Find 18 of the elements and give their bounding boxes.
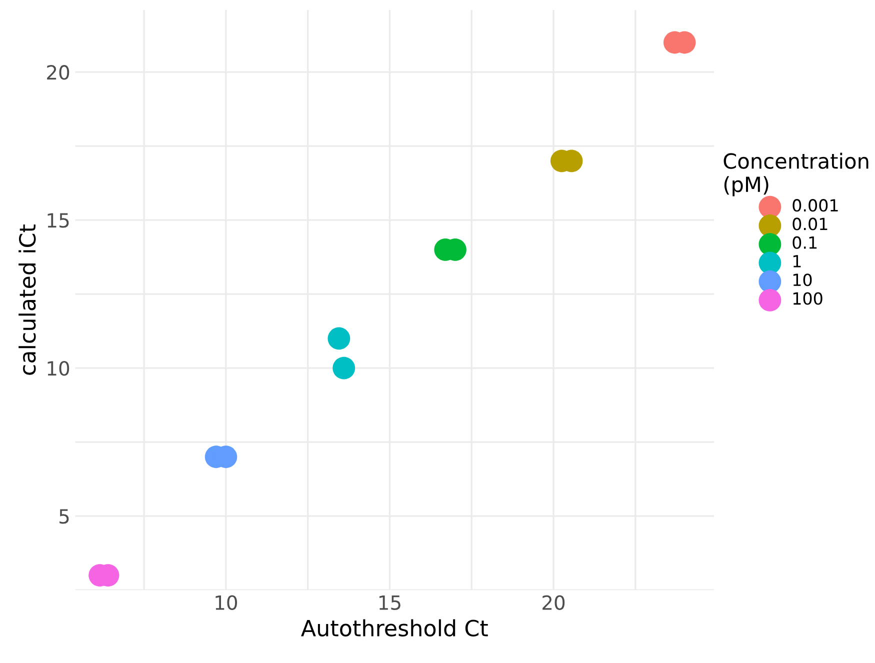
legend-label: 0.01: [792, 218, 828, 230]
point: [328, 327, 350, 350]
legend-label: 10: [793, 274, 812, 286]
legend-label: 0.1: [792, 236, 817, 249]
y-tick-label: 10: [48, 361, 70, 376]
y-axis-title: calculated iCt: [18, 224, 36, 375]
y-tick-label: 15: [48, 213, 69, 228]
legend-label: 100: [793, 292, 822, 305]
y-tick-label: 20: [47, 65, 70, 80]
point: [332, 356, 356, 380]
x-axis-title: Autothreshold Ct: [301, 619, 488, 637]
x-tick-label: 15: [379, 596, 400, 610]
legend-label: 1: [793, 255, 801, 268]
legend-title: Concentration (pM): [724, 152, 868, 196]
x-tick-label: 10: [216, 595, 238, 610]
x-tick-label: 20: [542, 595, 565, 610]
legend-label: 0.001: [792, 199, 838, 212]
y-tick-label: 5: [60, 509, 69, 524]
